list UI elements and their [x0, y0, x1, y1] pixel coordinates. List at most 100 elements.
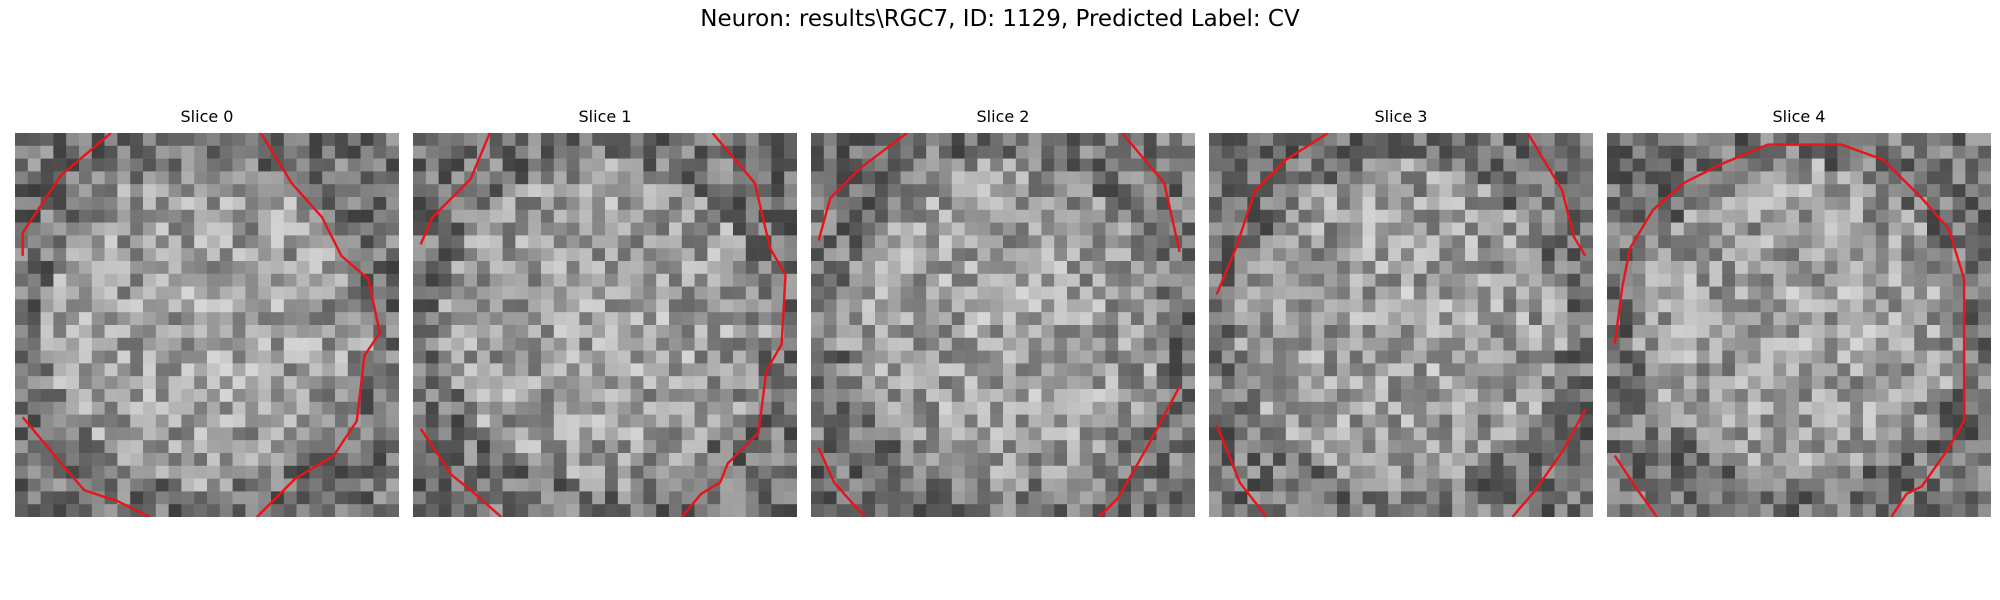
pixel: [1709, 299, 1723, 313]
pixel: [1349, 209, 1363, 223]
pixel: [977, 504, 991, 517]
pixel: [875, 235, 889, 249]
pixel: [630, 337, 644, 351]
pixel: [360, 414, 374, 428]
pixel: [1503, 325, 1517, 339]
pixel: [566, 337, 580, 351]
pixel: [168, 261, 182, 275]
pixel: [579, 222, 593, 236]
pixel: [232, 158, 246, 172]
pixel: [386, 325, 399, 339]
pixel: [566, 158, 580, 172]
pixel: [194, 222, 208, 236]
pixel: [1554, 491, 1568, 505]
pixel: [1285, 478, 1299, 492]
pixel: [1529, 235, 1543, 249]
pixel: [78, 145, 93, 159]
pixel: [464, 184, 478, 198]
pixel: [745, 363, 759, 377]
pixel: [1041, 248, 1055, 262]
pixel: [913, 196, 927, 211]
pixel: [1811, 491, 1825, 505]
pixel: [1156, 465, 1170, 479]
pixel: [1554, 133, 1568, 147]
pixel: [823, 427, 837, 441]
pixel: [1311, 248, 1325, 262]
pixel: [694, 196, 708, 211]
pixel: [425, 184, 439, 198]
pixel: [1273, 363, 1287, 377]
pixel: [1735, 261, 1749, 275]
pixel: [130, 235, 144, 249]
pixel: [579, 427, 593, 441]
pixel: [464, 261, 478, 275]
pixel: [1413, 401, 1427, 415]
pixel: [1349, 222, 1363, 236]
pixel: [1786, 286, 1800, 300]
pixel: [990, 337, 1004, 351]
pixel: [926, 465, 940, 479]
pixel: [155, 478, 169, 492]
pixel: [1375, 273, 1389, 287]
pixel: [1067, 209, 1081, 223]
pixel: [630, 286, 644, 300]
pixel: [1850, 196, 1864, 211]
pixel: [66, 427, 80, 441]
pixel: [990, 491, 1004, 505]
pixel: [1490, 171, 1504, 185]
pixel: [1811, 158, 1825, 172]
pixel: [464, 453, 478, 467]
pixel: [1092, 184, 1106, 198]
pixel: [733, 376, 747, 390]
pixel: [784, 312, 797, 326]
pixel: [1079, 248, 1093, 262]
pixel: [91, 133, 105, 147]
pixel: [656, 273, 670, 287]
pixel: [232, 325, 246, 339]
pixel: [900, 504, 914, 517]
pixel: [694, 209, 708, 223]
pixel: [1143, 491, 1157, 505]
pixel: [823, 273, 837, 287]
pixel: [425, 171, 439, 185]
pixel: [553, 376, 567, 390]
pixel: [656, 491, 670, 505]
pixel: [1658, 184, 1672, 198]
pixel: [1452, 273, 1466, 287]
pixel: [1965, 286, 1979, 300]
pixel: [694, 145, 708, 159]
pixel: [1914, 299, 1928, 313]
pixel: [887, 440, 901, 454]
pixel: [1015, 376, 1029, 390]
pixel: [592, 453, 606, 467]
pixel: [1285, 350, 1299, 364]
pixel: [1671, 235, 1685, 249]
pixel: [1375, 491, 1389, 505]
pixel: [1182, 133, 1195, 147]
pixel: [643, 133, 657, 147]
pixel: [143, 440, 157, 454]
pixel: [155, 363, 169, 377]
pixel: [1028, 478, 1042, 492]
pixel: [630, 133, 644, 147]
pixel: [373, 389, 387, 403]
pixel: [733, 209, 747, 223]
pixel: [130, 401, 144, 415]
pixel: [1015, 325, 1029, 339]
pixel: [1683, 440, 1697, 454]
pixel: [40, 414, 54, 428]
pixel: [66, 401, 80, 415]
pixel: [181, 222, 195, 236]
pixel: [347, 453, 361, 467]
pixel: [1028, 222, 1042, 236]
pixel: [1567, 184, 1581, 198]
pixel: [1939, 478, 1953, 492]
pixel: [1735, 286, 1749, 300]
pixel: [592, 261, 606, 275]
pixel: [66, 209, 80, 223]
pixel: [887, 133, 901, 147]
pixel: [1375, 235, 1389, 249]
pixel: [1003, 222, 1017, 236]
pixel: [360, 491, 374, 505]
pixel: [1696, 209, 1710, 223]
